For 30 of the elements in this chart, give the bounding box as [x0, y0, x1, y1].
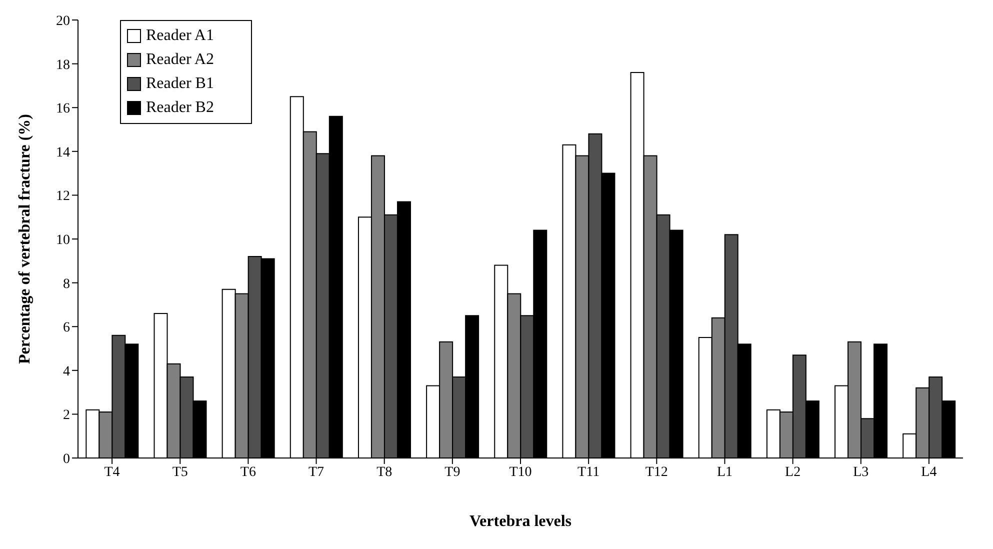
legend-label: Reader B1: [146, 75, 214, 93]
x-tick-label: L1: [716, 464, 733, 480]
x-tick-label: T5: [172, 464, 188, 480]
x-tick-label: T11: [578, 464, 600, 480]
legend-label: Reader B2: [146, 99, 214, 117]
x-tick-label: T10: [509, 464, 532, 480]
x-tick-label: T6: [240, 464, 256, 480]
y-tick-label: 4: [63, 364, 70, 380]
x-axis-title: Vertebra levels: [469, 513, 572, 530]
y-tick-label: 2: [63, 408, 70, 424]
y-tick-label: 16: [56, 102, 70, 117]
y-tick-label: 14: [56, 145, 70, 160]
x-tick-label: T8: [376, 464, 392, 480]
x-tick-label: L4: [921, 464, 937, 480]
legend-label: Reader A2: [146, 51, 214, 69]
y-tick-label: 6: [63, 320, 70, 336]
y-tick-label: 18: [56, 58, 70, 73]
y-tick-label: 0: [63, 452, 70, 467]
x-tick-label: L3: [853, 464, 869, 480]
y-tick-label: 20: [56, 14, 70, 29]
x-tick-label: T4: [104, 464, 120, 480]
legend-label: Reader A1: [146, 27, 214, 45]
x-tick-label: T12: [645, 464, 668, 480]
y-tick-label: 8: [63, 276, 70, 292]
x-tick-label: T9: [444, 464, 460, 480]
y-tick-label: 12: [56, 189, 70, 204]
y-tick-label: 10: [56, 232, 70, 248]
x-tick-label: T7: [308, 464, 324, 480]
y-axis-title: Percentage of vertebral fracture (%): [16, 114, 34, 364]
x-tick-label: L2: [785, 464, 801, 480]
